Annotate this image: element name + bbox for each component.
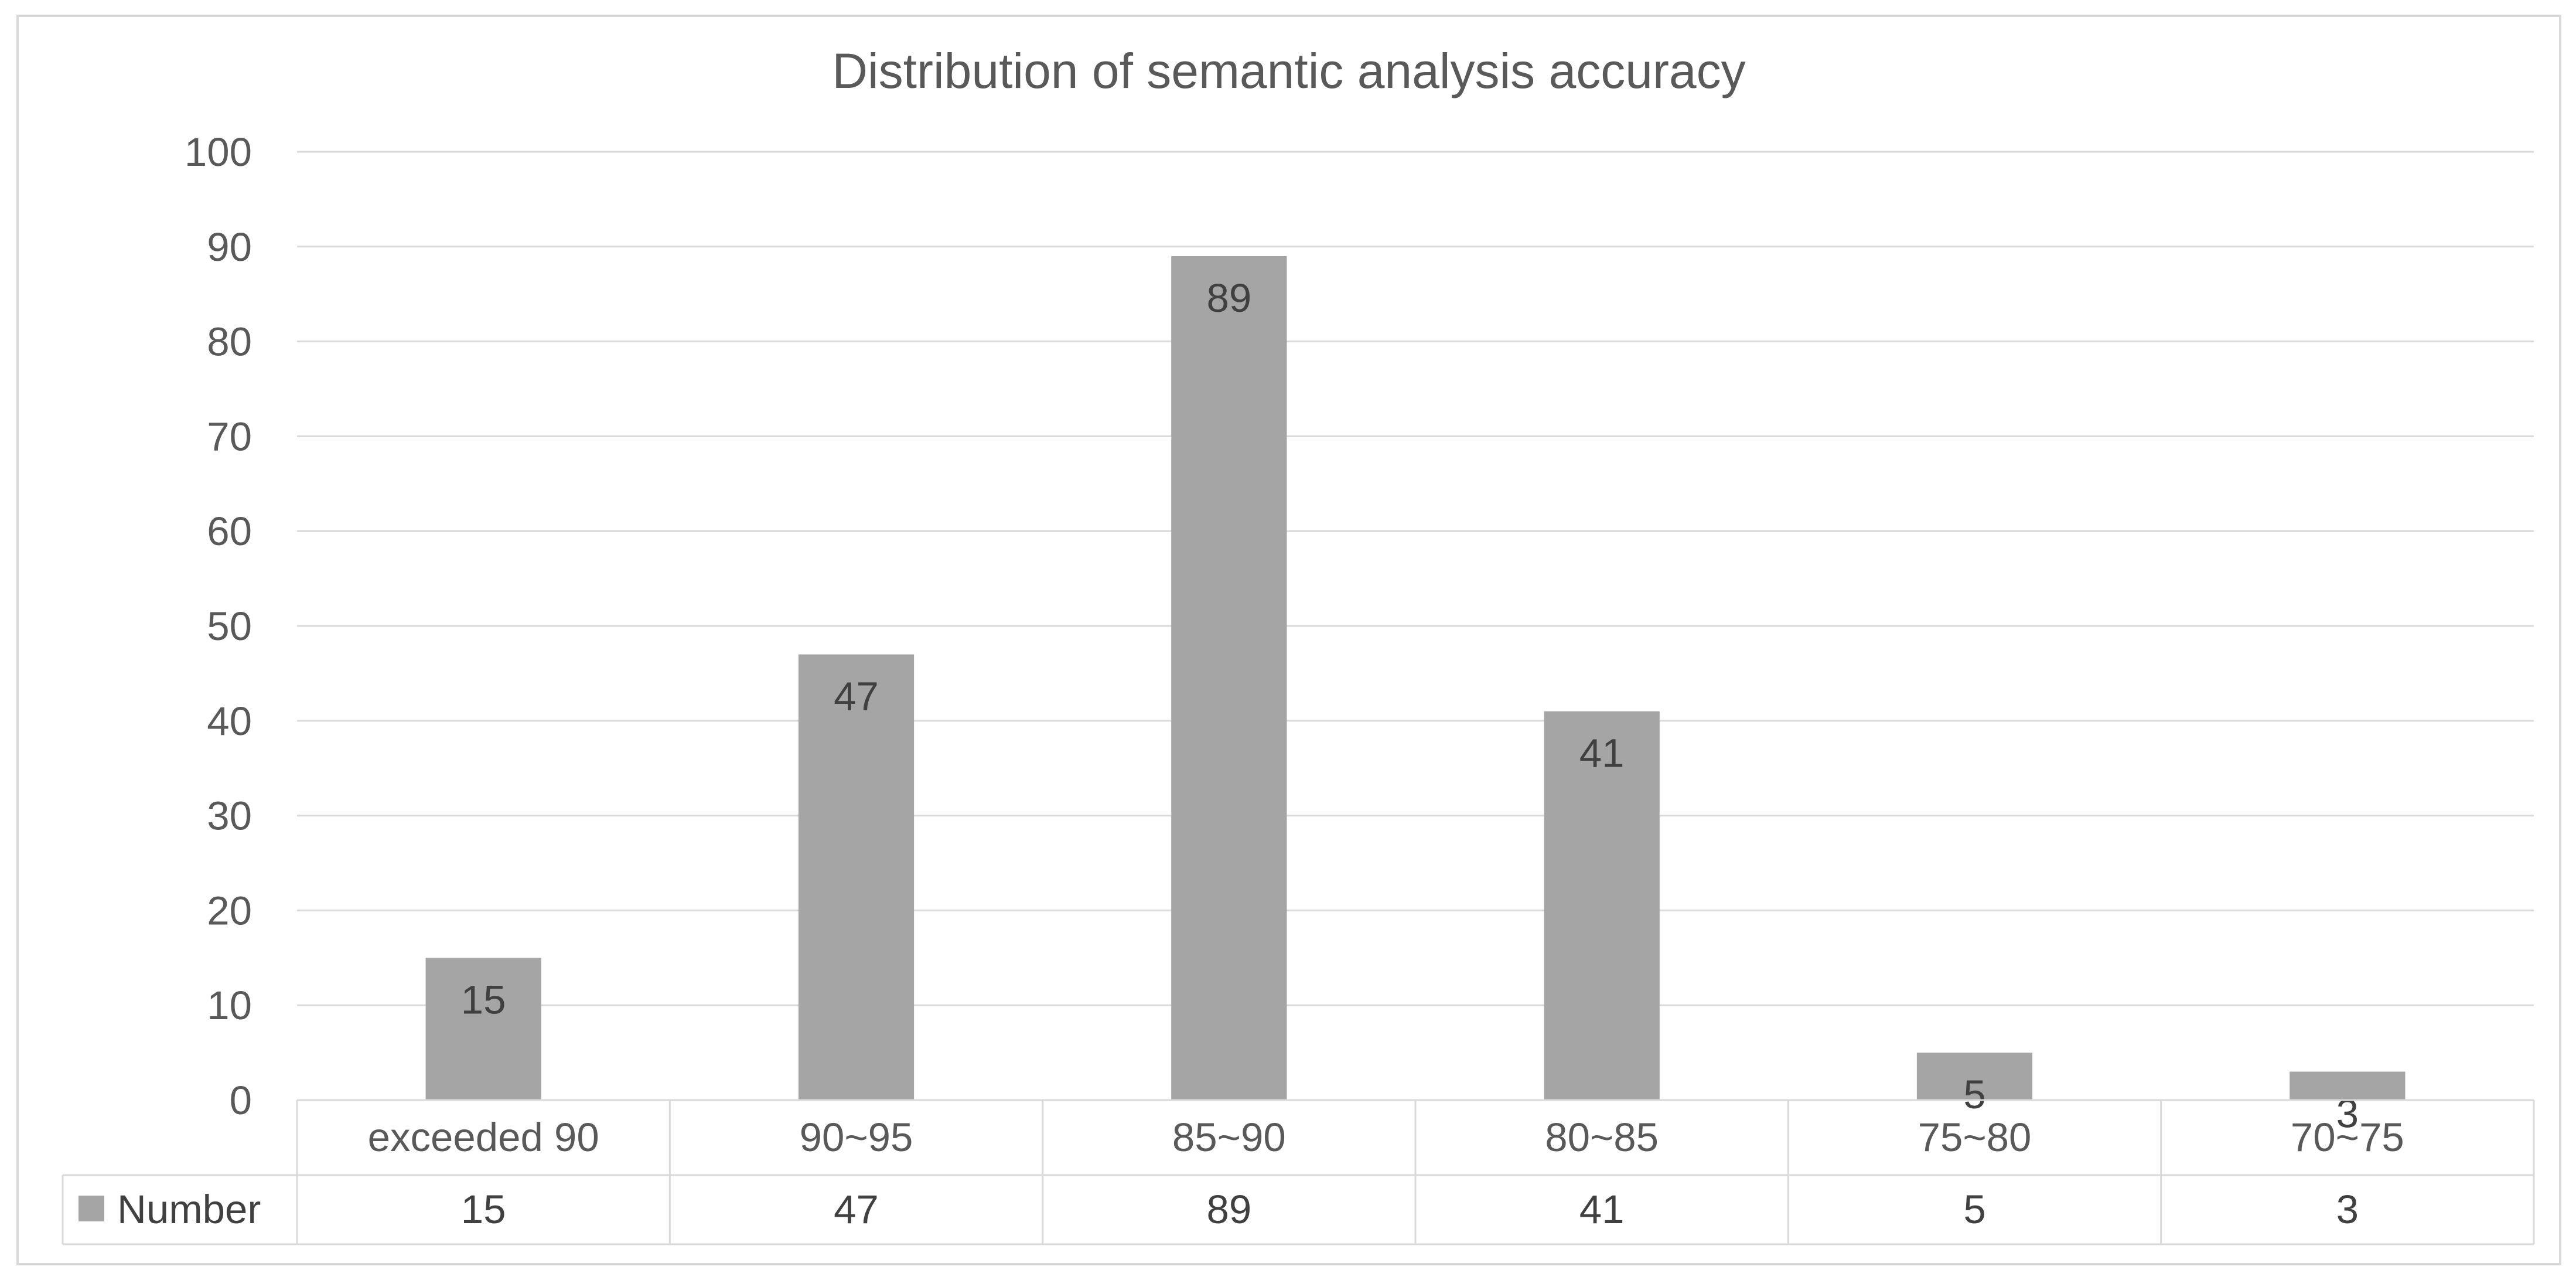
data-label: 3	[2336, 1091, 2359, 1136]
y-tick-label: 100	[185, 130, 252, 175]
table-value: 5	[1963, 1187, 1985, 1232]
bar	[1171, 256, 1287, 1101]
y-tick-label: 0	[230, 1078, 252, 1123]
gridlines	[297, 151, 2534, 1101]
table-value: 47	[834, 1187, 879, 1232]
bar	[2290, 1071, 2406, 1100]
y-tick-label: 50	[207, 604, 252, 649]
y-tick-label: 20	[207, 888, 252, 933]
table-value: 89	[1206, 1187, 1251, 1232]
bar-series	[425, 256, 2406, 1101]
y-tick-label: 90	[207, 224, 252, 270]
y-tick-label: 40	[207, 699, 252, 744]
data-label: 5	[1963, 1072, 1985, 1117]
x-tick-label: 80~85	[1545, 1115, 1659, 1160]
x-tick-label: 70~75	[2291, 1115, 2404, 1160]
y-tick-label: 70	[207, 414, 252, 459]
data-table: exceeded 90 15 90~95 47 85~90 89 80~85 41 75~80 5…	[62, 1099, 2535, 1245]
data-labels: 15 47 89 41 5 3	[461, 275, 2359, 1136]
data-label: 47	[834, 674, 879, 719]
bar	[798, 654, 915, 1100]
data-label: 41	[1579, 731, 1625, 776]
data-label: 89	[1206, 275, 1251, 321]
chart-title: Distribution of semantic analysis accura…	[832, 43, 1745, 98]
x-tick-label: exceeded 90	[368, 1115, 599, 1160]
data-label: 15	[461, 977, 506, 1022]
table-value: 3	[2336, 1187, 2359, 1232]
x-tick-label: 85~90	[1172, 1115, 1286, 1160]
table-value: 41	[1579, 1187, 1625, 1232]
y-tick-label: 60	[207, 509, 252, 554]
x-tick-label: 75~80	[1918, 1115, 2032, 1160]
y-tick-label: 80	[207, 319, 252, 365]
y-tick-label: 10	[207, 983, 252, 1028]
table-value: 15	[461, 1187, 506, 1232]
chart-frame	[16, 15, 2561, 1265]
legend-swatch	[79, 1196, 104, 1221]
bar	[1916, 1053, 2033, 1100]
x-tick-label: 90~95	[800, 1115, 913, 1160]
legend-label: Number	[117, 1187, 261, 1232]
bar	[425, 958, 541, 1100]
y-tick-label: 30	[207, 794, 252, 839]
bar	[1544, 711, 1660, 1100]
y-axis-ticks: 0 10 20 30 40 50 60 70 80 90 100	[185, 130, 252, 1123]
